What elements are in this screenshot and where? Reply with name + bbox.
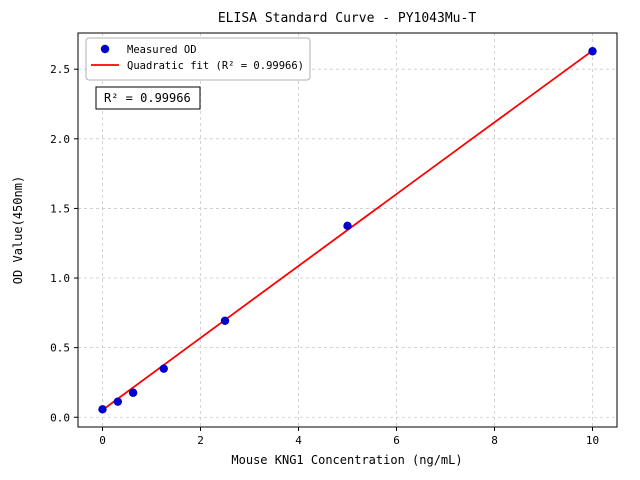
legend-box <box>85 37 311 81</box>
y-tick-label: 0.0 <box>50 411 70 424</box>
annotation-box <box>95 86 201 110</box>
x-axis-label: Mouse KNG1 Concentration (ng/mL) <box>231 453 462 467</box>
plot-border <box>77 32 618 428</box>
data-point <box>220 316 230 325</box>
data-point <box>98 405 107 414</box>
data-point <box>113 397 123 406</box>
data-point <box>159 364 168 373</box>
x-tick-label: 8 <box>491 434 498 447</box>
legend-label-measured-od: Measured OD <box>127 44 197 56</box>
y-tick-label: 0.5 <box>50 342 70 355</box>
y-tick-label: 1.5 <box>50 202 70 215</box>
legend-marker-dot-icon <box>100 44 110 54</box>
data-series <box>98 47 597 414</box>
chart-title: ELISA Standard Curve - PY1043Mu-T <box>218 11 476 26</box>
legend: Measured OD Quadratic fit (R² = 0.99966) <box>85 37 311 81</box>
axis-ticks: 0 2 4 6 8 10 0.0 0.5 1.0 1.5 2.0 2.5 <box>50 63 599 447</box>
y-tick-label: 1.0 <box>50 272 70 285</box>
data-point <box>343 221 352 231</box>
x-tick-label: 0 <box>99 434 106 447</box>
y-tick-label: 2.5 <box>50 63 70 76</box>
y-tick-label: 2.0 <box>50 133 70 146</box>
x-tick-label: 2 <box>197 434 204 447</box>
y-axis-label: OD Value(450nm) <box>11 176 25 284</box>
legend-label-quadratic-fit: Quadratic fit (R² = 0.99966) <box>127 60 304 72</box>
data-point <box>588 47 597 56</box>
x-tick-label: 4 <box>295 434 302 447</box>
x-tick-label: 6 <box>393 434 400 447</box>
data-point <box>128 388 138 397</box>
x-tick-label: 10 <box>586 434 599 447</box>
annotation-text: R² = 0.99966 <box>104 91 191 105</box>
r-squared-annotation: R² = 0.99966 <box>95 86 201 110</box>
